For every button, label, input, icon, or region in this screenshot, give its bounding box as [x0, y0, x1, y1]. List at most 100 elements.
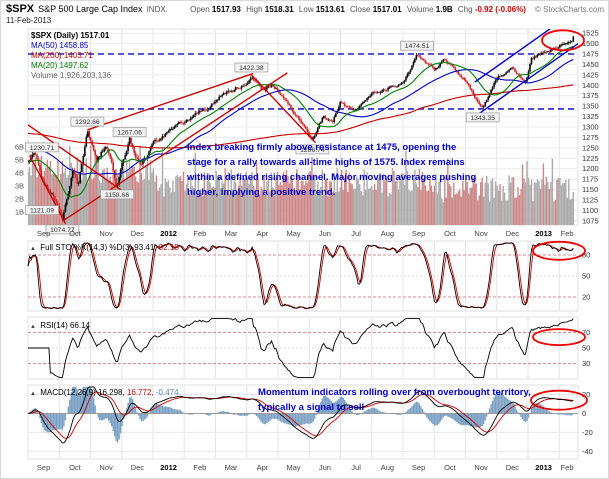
svg-text:Jul: Jul [351, 463, 361, 472]
svg-text:Jun: Jun [319, 229, 331, 238]
svg-text:May: May [287, 229, 301, 238]
panel-collapse-icon: ▲ [30, 246, 36, 252]
analysis-note-momentum: Momentum indicators rolling over from ov… [258, 387, 531, 413]
svg-text:Oct: Oct [444, 463, 457, 472]
macd-legend: ▲ MACD(12,26,9) 16.298, 16.772, -0.474 [30, 388, 179, 397]
legend-volume: Volume 1,926,203,136 [31, 71, 112, 80]
svg-text:Aug: Aug [381, 229, 394, 238]
svg-text:1125: 1125 [582, 196, 598, 205]
stochastic-label: Full STO %K(14,3) %D(3) [40, 243, 133, 252]
svg-text:1B: 1B [15, 208, 24, 217]
low-value: 1513.61 [315, 5, 345, 14]
price-legend: $SPX (Daily) 1517.01 MA(50) 1458.85 MA(2… [31, 31, 111, 81]
panel-collapse-icon: ▲ [30, 324, 36, 330]
svg-text:1150: 1150 [582, 185, 598, 194]
svg-text:0: 0 [582, 409, 586, 418]
quote-strip: Open 1517.93 High 1518.31 Low 1513.61 Cl… [190, 5, 526, 14]
macd-label: MACD(12,26,9) [40, 388, 96, 397]
stochastic-k-value: 93.41, [134, 243, 157, 252]
svg-text:4B: 4B [15, 169, 24, 178]
close-value: 1517.01 [372, 5, 402, 14]
svg-text:80: 80 [582, 251, 590, 260]
svg-text:Oct: Oct [444, 229, 457, 238]
svg-text:Nov: Nov [99, 463, 113, 472]
svg-text:Aug: Aug [381, 463, 394, 472]
svg-text:1075: 1075 [582, 216, 599, 225]
legend-ma50: MA(50) 1458.85 [31, 41, 89, 50]
svg-text:Apr: Apr [257, 229, 269, 238]
svg-text:Feb: Feb [193, 463, 206, 472]
svg-text:6B: 6B [15, 143, 24, 152]
open-label: Open [190, 5, 210, 14]
svg-text:1266.74: 1266.74 [300, 147, 325, 154]
macd-value: 16.298, [98, 388, 125, 397]
rsi-label: RSI(14) 66.14 [40, 321, 90, 330]
legend-ma20: MA(20) 1497.62 [31, 61, 89, 70]
svg-text:Sep: Sep [412, 463, 425, 472]
svg-text:1450: 1450 [582, 60, 599, 69]
volume-label: Volume [406, 5, 434, 14]
svg-text:1474.51: 1474.51 [405, 43, 430, 50]
svg-text:1250: 1250 [582, 143, 599, 152]
symbol: $SPX [6, 3, 35, 15]
svg-text:1100: 1100 [582, 206, 598, 215]
svg-text:3B: 3B [15, 182, 24, 191]
chg-label: Chg [457, 5, 473, 14]
copyright: © StockCharts.com [534, 5, 604, 14]
svg-text:1200: 1200 [582, 164, 599, 173]
svg-text:1158.66: 1158.66 [105, 192, 129, 199]
svg-text:Sep: Sep [37, 463, 50, 472]
svg-text:5B: 5B [15, 156, 24, 165]
svg-text:30: 30 [582, 359, 590, 368]
svg-text:2013: 2013 [535, 463, 552, 472]
svg-text:50: 50 [582, 272, 590, 281]
svg-text:1300: 1300 [582, 123, 599, 132]
svg-text:Jul: Jul [351, 229, 361, 238]
chg-value: -0.92 (-0.06%) [474, 5, 526, 14]
svg-text:1422.38: 1422.38 [239, 65, 264, 72]
svg-text:1230.71: 1230.71 [30, 145, 55, 152]
rsi-legend: ▲ RSI(14) 66.14 [30, 321, 90, 330]
exchange: INDX. [146, 5, 168, 14]
svg-text:50: 50 [582, 344, 590, 353]
svg-text:-40: -40 [582, 447, 593, 456]
svg-text:May: May [287, 463, 301, 472]
svg-text:2B: 2B [15, 195, 24, 204]
svg-text:Feb: Feb [561, 463, 574, 472]
chart-header: $SPX S&P 500 Large Cap Index INDX. Open … [6, 3, 604, 15]
low-label: Low [298, 5, 314, 14]
svg-text:Dec: Dec [506, 463, 520, 472]
macd-hist-value: -0.474 [155, 388, 179, 397]
svg-text:20: 20 [582, 293, 590, 302]
svg-text:1175: 1175 [582, 175, 598, 184]
svg-text:1500: 1500 [582, 39, 599, 48]
svg-text:70: 70 [582, 328, 590, 337]
svg-text:Apr: Apr [257, 463, 269, 472]
svg-text:Jun: Jun [319, 463, 331, 472]
svg-text:1350: 1350 [582, 102, 599, 111]
svg-text:1525: 1525 [582, 29, 599, 38]
svg-text:1375: 1375 [582, 91, 599, 100]
svg-text:1343.35: 1343.35 [470, 115, 495, 122]
stochastic-d-value: 92.18 [158, 243, 179, 252]
svg-text:1425: 1425 [582, 70, 599, 79]
svg-text:Mar: Mar [225, 229, 238, 238]
svg-text:Dec: Dec [131, 463, 145, 472]
volume-value: 1.9B [435, 5, 453, 14]
svg-text:Nov: Nov [99, 229, 113, 238]
svg-text:Oct: Oct [69, 229, 82, 238]
svg-text:1267.06: 1267.06 [117, 130, 142, 137]
svg-text:Dec: Dec [131, 229, 145, 238]
legend-ma200: MA(200) 1403.71 [31, 51, 93, 60]
svg-text:Dec: Dec [506, 229, 520, 238]
svg-text:Feb: Feb [193, 229, 206, 238]
svg-text:1121.09: 1121.09 [30, 208, 54, 215]
svg-text:1325: 1325 [582, 112, 599, 121]
svg-text:2013: 2013 [535, 229, 552, 238]
svg-text:Mar: Mar [225, 463, 238, 472]
svg-text:1292.66: 1292.66 [75, 119, 100, 126]
stochastic-legend: ▲ Full STO %K(14,3) %D(3) 93.41, 92.18 [30, 243, 179, 252]
index-name: S&P 500 Large Cap Index [38, 4, 143, 14]
svg-text:Nov: Nov [474, 463, 488, 472]
